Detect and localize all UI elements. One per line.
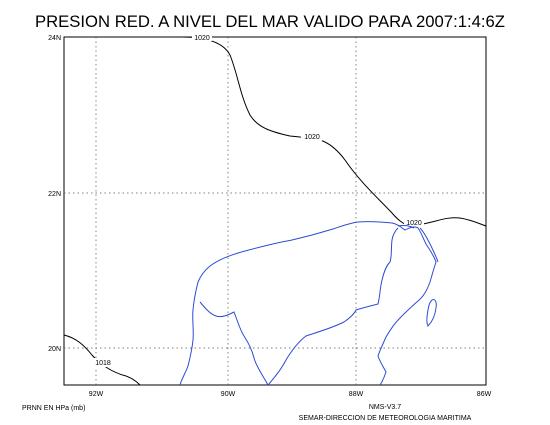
contour-label-bg-1 — [192, 33, 212, 41]
state-boundary-east — [267, 227, 399, 386]
y-tick-24n: 24N — [48, 35, 61, 42]
y-tick-20n: 20N — [48, 346, 61, 353]
isobar-1020 — [181, 36, 487, 227]
cozumel-island — [426, 299, 437, 327]
contour-label-bg-2 — [301, 132, 322, 141]
contour-label-1018: 1018 — [95, 360, 111, 367]
footer-units: PRNN EN HPa (mb) — [22, 405, 85, 412]
y-tick-22n: 22N — [48, 191, 61, 198]
contour-label-1020-top: 1020 — [194, 35, 210, 42]
contour-label-bg-3 — [404, 218, 424, 227]
grid-lines — [64, 37, 486, 385]
contour-label-1020-mid: 1020 — [304, 134, 320, 141]
footer-agency: SEMAR-DIRECCION DE METEOROLOGIA MARITIMA — [299, 415, 472, 422]
x-tick-86w: 86W — [477, 391, 492, 398]
contour-label-1020-east: 1020 — [406, 220, 422, 227]
coastlines — [179, 221, 439, 386]
x-tick-92w: 92W — [89, 391, 104, 398]
map-title: PRESION RED. A NIVEL DEL MAR VALIDO PARA… — [35, 12, 505, 31]
state-boundary-west — [199, 301, 269, 386]
contour-label-bg-4 — [93, 358, 113, 367]
x-tick-90w: 90W — [221, 391, 236, 398]
footer-version: NMS-V3.7 — [369, 404, 401, 411]
northeast-islands — [397, 225, 439, 263]
plot-frame — [63, 36, 487, 386]
x-tick-88w: 88W — [349, 391, 364, 398]
